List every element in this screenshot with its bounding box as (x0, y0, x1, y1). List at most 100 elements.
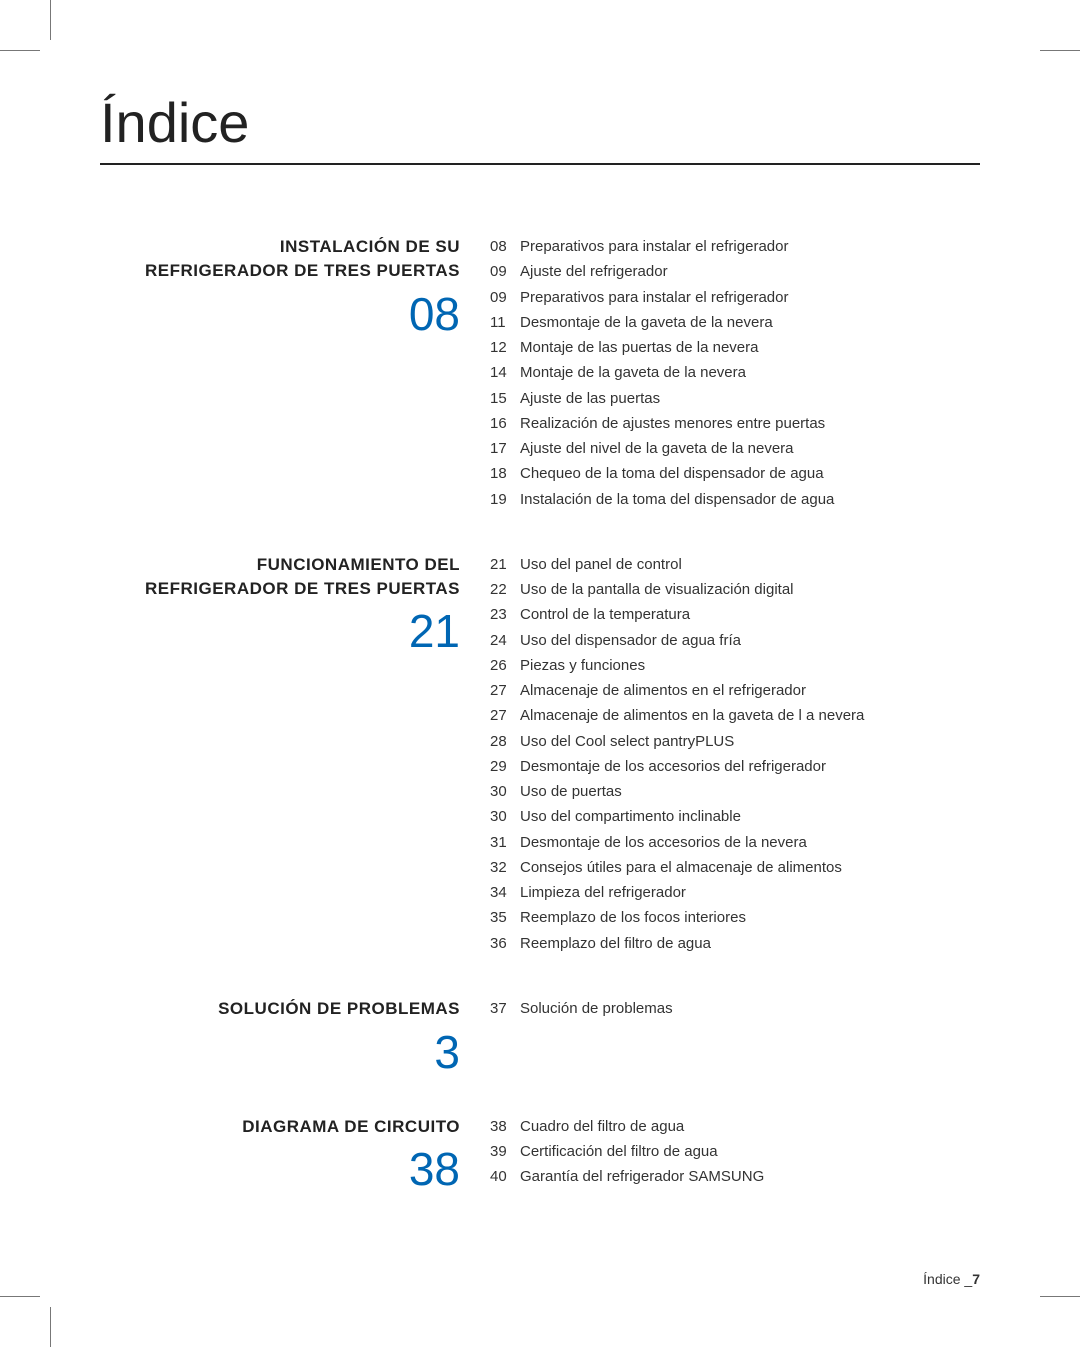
toc-item: 26Piezas y funciones (490, 654, 980, 677)
toc-item: 24Uso del dispensador de agua fría (490, 629, 980, 652)
toc-section: INSTALACIÓN DE SUREFRIGERADOR DE TRES PU… (100, 235, 980, 513)
toc-section: SOLUCIÓN DE PROBLEMAS 3 37Solución de prob… (100, 997, 980, 1075)
toc-item-page: 22 (490, 578, 520, 601)
toc-item-page: 16 (490, 412, 520, 435)
toc-item-page: 21 (490, 553, 520, 576)
toc-item: 29Desmontaje de los accesorios del refri… (490, 755, 980, 778)
toc-item-page: 17 (490, 437, 520, 460)
toc-item-page: 30 (490, 780, 520, 803)
toc-item-text: Uso de puertas (520, 780, 980, 803)
crop-mark (1040, 50, 1080, 51)
toc-item-text: Cuadro del filtro de agua (520, 1115, 980, 1138)
toc-item-text: Ajuste de las puertas (520, 387, 980, 410)
section-heading-line: SOLUCIÓN DE PROBLEMAS (100, 997, 460, 1021)
crop-mark (50, 0, 51, 40)
toc-item: 27Almacenaje de alimentos en el refriger… (490, 679, 980, 702)
toc-item-text: Ajuste del nivel de la gaveta de la neve… (520, 437, 980, 460)
toc-item-text: Limpieza del refrigerador (520, 881, 980, 904)
toc-item-text: Uso de la pantalla de visualización digi… (520, 578, 980, 601)
section-right: 37Solución de problemas (490, 997, 980, 1075)
section-right: 21Uso del panel de control22Uso de la pa… (490, 553, 980, 957)
toc-item-text: Uso del Cool select pantryPLUS (520, 730, 980, 753)
toc-item-page: 37 (490, 997, 520, 1020)
toc-item-page: 09 (490, 286, 520, 309)
crop-mark (50, 1307, 51, 1347)
toc-item: 22Uso de la pantalla de visualización di… (490, 578, 980, 601)
toc-item-text: Montaje de la gaveta de la nevera (520, 361, 980, 384)
toc-item: 11Desmontaje de la gaveta de la nevera (490, 311, 980, 334)
section-heading: SOLUCIÓN DE PROBLEMAS (100, 997, 460, 1021)
toc-item-text: Uso del panel de control (520, 553, 980, 576)
toc-item-page: 12 (490, 336, 520, 359)
toc-item-text: Instalación de la toma del dispensador d… (520, 488, 980, 511)
toc-item-page: 35 (490, 906, 520, 929)
section-heading-line: INSTALACIÓN DE SU (100, 235, 460, 259)
section-heading-line: REFRIGERADOR DE TRES PUERTAS (100, 259, 460, 283)
toc-item-text: Consejos útiles para el almacenaje de al… (520, 856, 980, 879)
section-heading-line: DIAGRAMA DE CIRCUITO (100, 1115, 460, 1139)
toc-item-text: Reemplazo de los focos interiores (520, 906, 980, 929)
section-heading: DIAGRAMA DE CIRCUITO (100, 1115, 460, 1139)
toc-item: 28Uso del Cool select pantryPLUS (490, 730, 980, 753)
section-left: INSTALACIÓN DE SUREFRIGERADOR DE TRES PU… (100, 235, 490, 513)
toc-section: DIAGRAMA DE CIRCUITO 3838Cuadro del filtr… (100, 1115, 980, 1193)
toc-item-text: Piezas y funciones (520, 654, 980, 677)
toc-item-text: Control de la temperatura (520, 603, 980, 626)
toc-item-text: Desmontaje de los accesorios de la never… (520, 831, 980, 854)
footer-label: Índice (923, 1271, 960, 1287)
section-right: 08Preparativos para instalar el refriger… (490, 235, 980, 513)
toc-item: 15Ajuste de las puertas (490, 387, 980, 410)
section-heading: FUNCIONAMIENTO DELREFRIGERADOR DE TRES P… (100, 553, 460, 601)
toc-item-page: 34 (490, 881, 520, 904)
toc-item-page: 26 (490, 654, 520, 677)
toc-item-page: 39 (490, 1140, 520, 1163)
section-right: 38Cuadro del filtro de agua39Certificaci… (490, 1115, 980, 1193)
toc-item-page: 30 (490, 805, 520, 828)
section-left: SOLUCIÓN DE PROBLEMAS 3 (100, 997, 490, 1075)
toc-item-page: 27 (490, 704, 520, 727)
toc-item-page: 11 (490, 311, 520, 334)
section-number: 3 (100, 1029, 460, 1075)
toc-item: 31Desmontaje de los accesorios de la nev… (490, 831, 980, 854)
toc-item: 30Uso del compartimento inclinable (490, 805, 980, 828)
toc-section: FUNCIONAMIENTO DELREFRIGERADOR DE TRES P… (100, 553, 980, 957)
toc-item: 12Montaje de las puertas de la nevera (490, 336, 980, 359)
toc-item: 21Uso del panel de control (490, 553, 980, 576)
toc-item-text: Realización de ajustes menores entre pue… (520, 412, 980, 435)
page-title: Índice (100, 90, 980, 165)
toc-item-text: Certificación del filtro de agua (520, 1140, 980, 1163)
section-heading: INSTALACIÓN DE SUREFRIGERADOR DE TRES PU… (100, 235, 460, 283)
page-content: Índice INSTALACIÓN DE SUREFRIGERADOR DE … (0, 0, 1080, 1292)
toc-item: 09Preparativos para instalar el refriger… (490, 286, 980, 309)
footer-separator: _ (961, 1271, 973, 1287)
toc-item-text: Reemplazo del filtro de agua (520, 932, 980, 955)
toc-item-page: 08 (490, 235, 520, 258)
toc-item: 36Reemplazo del filtro de agua (490, 932, 980, 955)
toc-item-page: 38 (490, 1115, 520, 1138)
toc-item: 37Solución de problemas (490, 997, 980, 1020)
toc-item-text: Preparativos para instalar el refrigerad… (520, 235, 980, 258)
toc-item-page: 28 (490, 730, 520, 753)
toc-item-page: 24 (490, 629, 520, 652)
toc-item-page: 09 (490, 260, 520, 283)
toc-item-page: 36 (490, 932, 520, 955)
toc-item-page: 31 (490, 831, 520, 854)
toc-item-text: Desmontaje de la gaveta de la nevera (520, 311, 980, 334)
toc-item-page: 15 (490, 387, 520, 410)
toc-item: 27Almacenaje de alimentos en la gaveta d… (490, 704, 980, 727)
toc-sections: INSTALACIÓN DE SUREFRIGERADOR DE TRES PU… (100, 235, 980, 1192)
toc-item-text: Preparativos para instalar el refrigerad… (520, 286, 980, 309)
toc-item-page: 32 (490, 856, 520, 879)
toc-item-text: Solución de problemas (520, 997, 980, 1020)
section-number: 21 (100, 608, 460, 654)
page-footer: Índice _7 (923, 1271, 980, 1287)
toc-item-text: Desmontaje de los accesorios del refrige… (520, 755, 980, 778)
toc-item: 09Ajuste del refrigerador (490, 260, 980, 283)
toc-item-page: 19 (490, 488, 520, 511)
toc-item: 39Certificación del filtro de agua (490, 1140, 980, 1163)
toc-item-page: 18 (490, 462, 520, 485)
toc-item-text: Garantía del refrigerador SAMSUNG (520, 1165, 980, 1188)
section-left: FUNCIONAMIENTO DELREFRIGERADOR DE TRES P… (100, 553, 490, 957)
toc-item-text: Chequeo de la toma del dispensador de ag… (520, 462, 980, 485)
toc-item: 14Montaje de la gaveta de la nevera (490, 361, 980, 384)
